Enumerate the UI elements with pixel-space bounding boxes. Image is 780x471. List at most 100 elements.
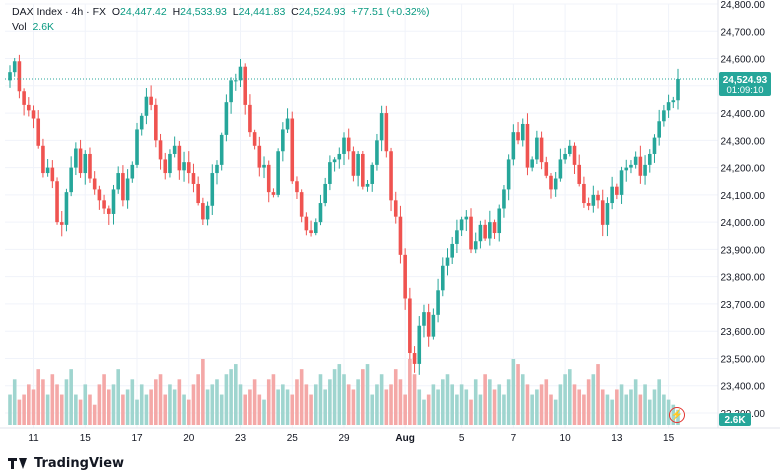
candle-body[interactable] [163,159,168,174]
candle-body[interactable] [125,178,130,201]
candle-body[interactable] [549,175,553,190]
candle-body[interactable] [106,208,111,214]
candle-body[interactable] [558,159,563,179]
candle-body[interactable] [31,110,36,119]
candle-body[interactable] [535,137,539,160]
candle-body[interactable] [342,137,346,154]
candle-body[interactable] [356,153,360,176]
candle-body[interactable] [229,80,233,103]
candle-body[interactable] [657,121,661,138]
candle-body[interactable] [346,137,351,152]
candle-body[interactable] [45,167,50,174]
candle-body[interactable] [488,222,492,239]
candle-body[interactable] [323,183,327,204]
candle-body[interactable] [417,325,422,364]
candle-body[interactable] [520,123,525,141]
candle-body[interactable] [572,145,577,165]
candle-body[interactable] [191,173,196,184]
candle-body[interactable] [172,145,177,154]
candle-body[interactable] [102,200,106,209]
candle-body[interactable] [309,230,313,234]
candle-body[interactable] [492,222,497,234]
candle-body[interactable] [553,178,558,190]
candle-body[interactable] [610,186,614,204]
candle-body[interactable] [41,145,45,174]
candle-body[interactable] [445,257,450,266]
candle-body[interactable] [629,164,633,168]
candle-body[interactable] [182,162,186,171]
candle-body[interactable] [83,153,88,174]
candle-body[interactable] [74,148,78,168]
candle-body[interactable] [205,205,210,220]
candle-body[interactable] [351,151,356,176]
candle-body[interactable] [671,100,676,103]
candle-body[interactable] [168,153,172,174]
candle-body[interactable] [144,96,149,116]
candle-body[interactable] [459,219,464,231]
candle-body[interactable] [455,230,459,244]
candle-body[interactable] [516,132,520,141]
candle-body[interactable] [624,167,629,171]
candle-body[interactable] [497,208,502,234]
candle-body[interactable] [563,153,567,160]
candle-body[interactable] [149,96,153,105]
candle-body[interactable] [116,173,120,190]
candle-body[interactable] [135,129,139,165]
candle-body[interactable] [577,164,582,184]
candle-body[interactable] [121,173,125,201]
candle-body[interactable] [384,113,389,152]
candle-body[interactable] [88,153,92,179]
symbol-name[interactable]: DAX Index [12,6,63,18]
candle-body[interactable] [17,61,22,92]
candle-body[interactable] [412,353,417,364]
candle-body[interactable] [78,148,83,174]
candle-body[interactable] [201,203,205,220]
candle-body[interactable] [652,137,657,154]
candle-body[interactable] [426,312,431,337]
candle-body[interactable] [605,203,610,225]
candle-body[interactable] [276,151,280,195]
candle-body[interactable] [591,194,596,206]
candle-body[interactable] [332,159,337,163]
candle-body[interactable] [469,216,473,250]
candle-body[interactable] [676,78,680,101]
candle-body[interactable] [666,102,671,111]
candle-body[interactable] [97,189,102,201]
current-price-tag[interactable] [719,72,771,97]
candle-body[interactable] [248,104,252,133]
candle-body[interactable] [638,156,643,176]
candle-body[interactable] [313,222,318,234]
candle-body[interactable] [154,104,158,141]
candle-body[interactable] [22,91,26,105]
lightning-icon[interactable]: ⚡ [669,407,685,423]
candle-body[interactable] [337,153,342,160]
candle-body[interactable] [525,123,530,168]
candle-body[interactable] [234,80,238,82]
candle-body[interactable] [210,173,215,206]
candle-body[interactable] [252,132,257,146]
candle-body[interactable] [196,183,200,204]
candle-body[interactable] [12,61,17,73]
candle-body[interactable] [375,140,379,165]
candle-body[interactable] [299,192,304,217]
candle-body[interactable] [36,118,41,146]
candle-body[interactable] [647,153,652,165]
candle-body[interactable] [483,224,487,239]
candle-body[interactable] [238,66,243,81]
candle-body[interactable] [8,72,12,81]
candle-body[interactable] [177,145,182,171]
candle-body[interactable] [361,153,365,187]
candle-body[interactable] [295,181,299,193]
candle-body[interactable] [290,118,295,182]
candle-body[interactable] [633,156,638,165]
candle-body[interactable] [370,164,375,184]
tradingview-logo[interactable]: TradingView [8,456,124,471]
candle-body[interactable] [69,167,73,193]
candle-body[interactable] [502,189,506,209]
candle-body[interactable] [328,162,332,184]
candle-body[interactable] [257,145,262,168]
candle-body[interactable] [586,203,591,206]
candle-body[interactable] [403,254,407,299]
candle-body[interactable] [464,216,469,220]
